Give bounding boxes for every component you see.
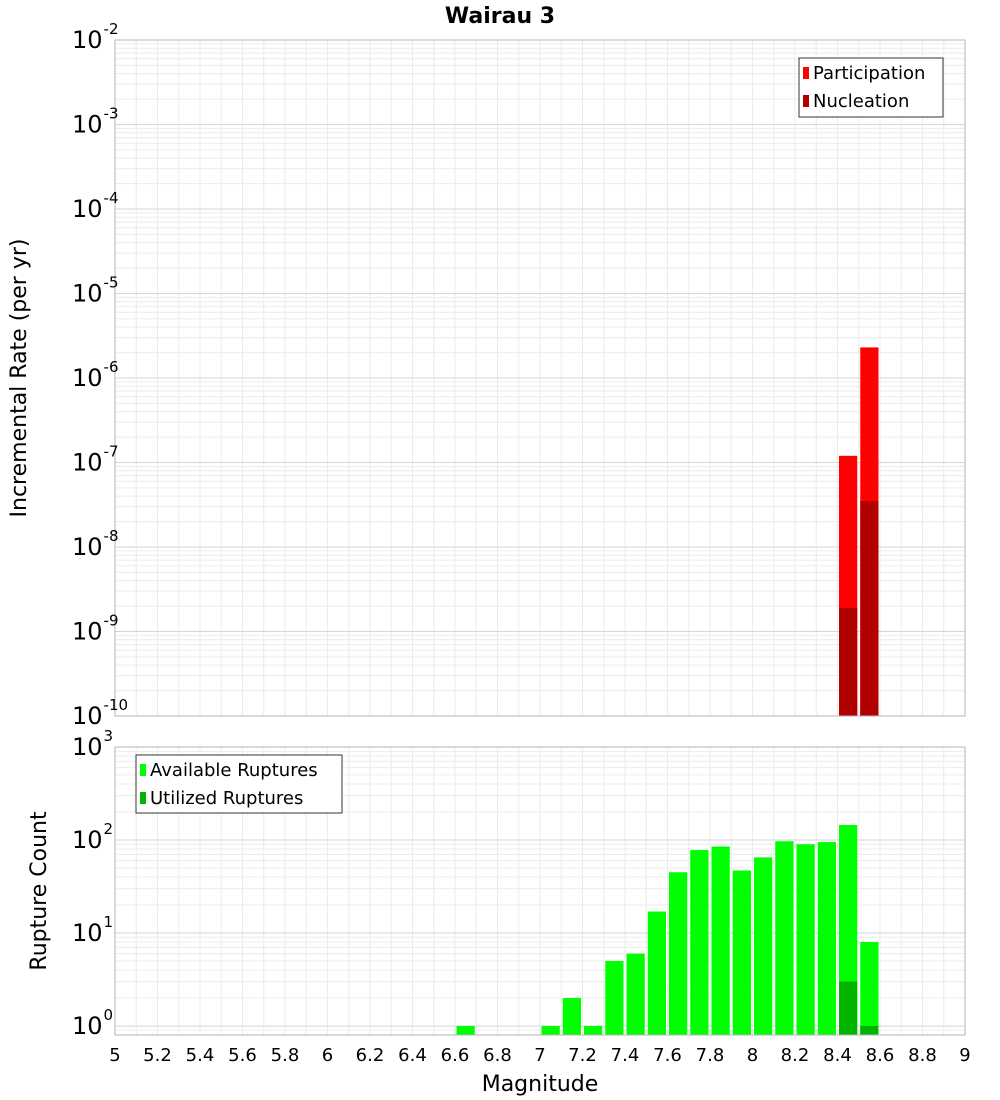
- x-tick-label: 6.6: [441, 1045, 470, 1066]
- x-tick-label: 8.2: [781, 1045, 810, 1066]
- y-tick-exponent: -4: [104, 189, 119, 207]
- x-tick-label: 5.2: [143, 1045, 172, 1066]
- y-tick-label: 10-2: [72, 20, 119, 54]
- bar: [711, 846, 730, 1035]
- y-tick-label: 10-7: [72, 443, 119, 477]
- x-tick-label: 5.6: [228, 1045, 257, 1066]
- legend: Participation Nucleation: [798, 57, 944, 118]
- bar: [796, 844, 815, 1035]
- legend-swatch: [140, 792, 146, 804]
- legend-label: Nucleation: [813, 91, 909, 112]
- y-tick-label: 100: [72, 1006, 113, 1040]
- legend-label: Available Ruptures: [150, 760, 318, 781]
- plot-frame: [114, 39, 966, 717]
- x-tick-label: 8: [747, 1045, 758, 1066]
- bar: [690, 850, 709, 1035]
- grid: [114, 39, 966, 717]
- y-tick-exponent: -3: [104, 105, 119, 123]
- x-tick-label: 7: [534, 1045, 545, 1066]
- y-tick-exponent: -10: [104, 696, 129, 714]
- rates-y-axis-label: Incremental Rate (per yr): [7, 239, 32, 518]
- y-tick-label: 103: [72, 727, 113, 761]
- x-tick-label: 6.8: [483, 1045, 512, 1066]
- x-tick-label: 8.8: [908, 1045, 937, 1066]
- y-tick-exponent: -9: [104, 612, 119, 630]
- y-tick-label: 10-6: [72, 358, 119, 392]
- bar: [669, 872, 688, 1035]
- counts-y-axis-label: Rupture Count: [27, 811, 52, 971]
- y-tick-label: 10-8: [72, 527, 119, 561]
- legend-swatch: [803, 95, 809, 107]
- x-tick-label: 6: [322, 1045, 333, 1066]
- rates-plot: 10-2 10-3 10-4 10-5 10-6 10-7 10-8 10-9 10-10 Par…: [72, 20, 966, 730]
- y-tick-label: 10-9: [72, 612, 119, 646]
- x-tick-label: 9: [959, 1045, 970, 1066]
- y-tick-exponent: -2: [104, 20, 119, 38]
- x-tick-label: 5.4: [186, 1045, 215, 1066]
- x-tick-label: 7.8: [696, 1045, 725, 1066]
- legend-box: [135, 754, 343, 814]
- x-tick-label: 8.6: [866, 1045, 895, 1066]
- x-axis-label: Magnitude: [482, 1072, 599, 1097]
- legend-swatch: [140, 764, 146, 776]
- bar: [732, 870, 751, 1035]
- x-tick-label: 5: [109, 1045, 120, 1066]
- plot-frame: [114, 746, 966, 1036]
- y-tick-exponent: -7: [104, 443, 119, 461]
- y-tick-exponent: 0: [104, 1006, 114, 1024]
- x-tick-label: 7.6: [653, 1045, 682, 1066]
- bar: [860, 1025, 879, 1035]
- y-tick-exponent: -5: [104, 274, 119, 292]
- bar: [775, 841, 794, 1035]
- legend-label: Participation: [813, 63, 925, 84]
- x-tick-label: 5.8: [271, 1045, 300, 1066]
- y-tick-exponent: -6: [104, 358, 119, 376]
- y-tick-label: 10-10: [72, 696, 128, 730]
- legend: Available Ruptures Utilized Ruptures: [135, 754, 343, 814]
- bar: [860, 501, 879, 716]
- bar: [541, 1025, 560, 1035]
- series-utilized-ruptures: [839, 981, 879, 1035]
- x-tick-label: 7.4: [611, 1045, 640, 1066]
- legend-label: Utilized Ruptures: [150, 788, 303, 809]
- legend-swatch: [803, 67, 809, 79]
- bar: [456, 1025, 475, 1035]
- x-tick-label: 6.2: [356, 1045, 385, 1066]
- legend-box: [798, 57, 944, 118]
- bar: [839, 981, 858, 1035]
- y-tick-exponent: 2: [104, 820, 114, 838]
- y-tick-exponent: 3: [104, 727, 114, 745]
- x-tick-label: 7.2: [568, 1045, 597, 1066]
- bar: [860, 942, 879, 1035]
- bar: [626, 953, 645, 1035]
- bar: [562, 997, 581, 1035]
- chart-title: Wairau 3: [445, 4, 555, 29]
- bar: [817, 842, 836, 1035]
- bar: [584, 1025, 603, 1035]
- x-tick-label: 8.4: [823, 1045, 852, 1066]
- bar: [754, 857, 773, 1035]
- y-tick-exponent: -8: [104, 527, 119, 545]
- bar: [839, 607, 858, 716]
- bar: [647, 911, 666, 1035]
- y-tick-label: 102: [72, 820, 113, 854]
- y-tick-label: 10-4: [72, 189, 119, 223]
- y-tick-exponent: 1: [104, 913, 114, 931]
- y-tick-label: 10-3: [72, 105, 119, 139]
- y-tick-label: 101: [72, 913, 113, 947]
- series-nucleation: [839, 501, 879, 716]
- bar: [605, 960, 624, 1035]
- y-tick-label: 10-5: [72, 274, 119, 308]
- x-tick-label: 6.4: [398, 1045, 427, 1066]
